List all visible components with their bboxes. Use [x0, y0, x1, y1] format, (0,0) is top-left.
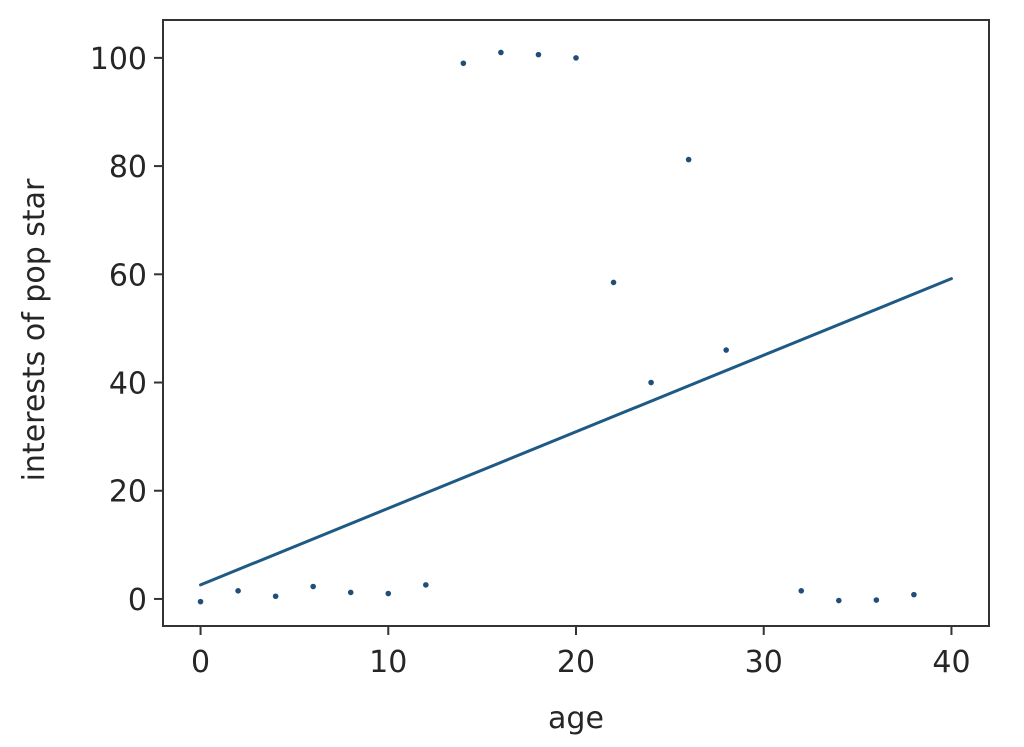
plot-area-background — [163, 20, 989, 626]
data-point — [798, 588, 805, 594]
data-point — [836, 597, 842, 604]
data-point — [723, 347, 729, 353]
data-point — [685, 156, 692, 163]
data-point — [498, 49, 504, 56]
y-tick-label: 40 — [109, 367, 147, 402]
data-point — [235, 588, 241, 594]
x-axis-ticks: 0 10 20 30 40 — [191, 626, 971, 680]
y-tick-label: 20 — [109, 475, 147, 510]
data-point — [272, 593, 279, 600]
data-point — [911, 591, 917, 598]
y-tick-label: 0 — [128, 583, 147, 618]
x-tick-label: 0 — [191, 645, 210, 680]
data-point — [648, 379, 654, 386]
x-tick-label: 10 — [369, 645, 407, 680]
data-point — [197, 598, 204, 605]
y-tick-label: 100 — [90, 42, 147, 77]
data-point — [310, 583, 316, 590]
data-point — [423, 582, 429, 588]
x-tick-label: 20 — [557, 645, 595, 680]
y-axis-label: interests of pop star — [17, 178, 52, 481]
regression-line — [199, 277, 953, 587]
data-point — [573, 55, 579, 61]
data-point — [347, 589, 354, 596]
x-axis-label: age — [548, 701, 604, 736]
y-tick-label: 60 — [109, 258, 147, 293]
regression-line-layer — [199, 277, 953, 587]
data-point — [460, 60, 467, 67]
y-axis-ticks: 0 20 40 60 80 100 — [90, 42, 163, 618]
data-point — [610, 279, 617, 286]
data-point — [385, 590, 392, 597]
data-points-layer — [197, 49, 917, 605]
x-tick-label: 40 — [932, 645, 970, 680]
data-point — [535, 51, 542, 58]
data-point — [873, 597, 880, 603]
y-tick-label: 80 — [109, 150, 147, 185]
x-tick-label: 30 — [745, 645, 783, 680]
